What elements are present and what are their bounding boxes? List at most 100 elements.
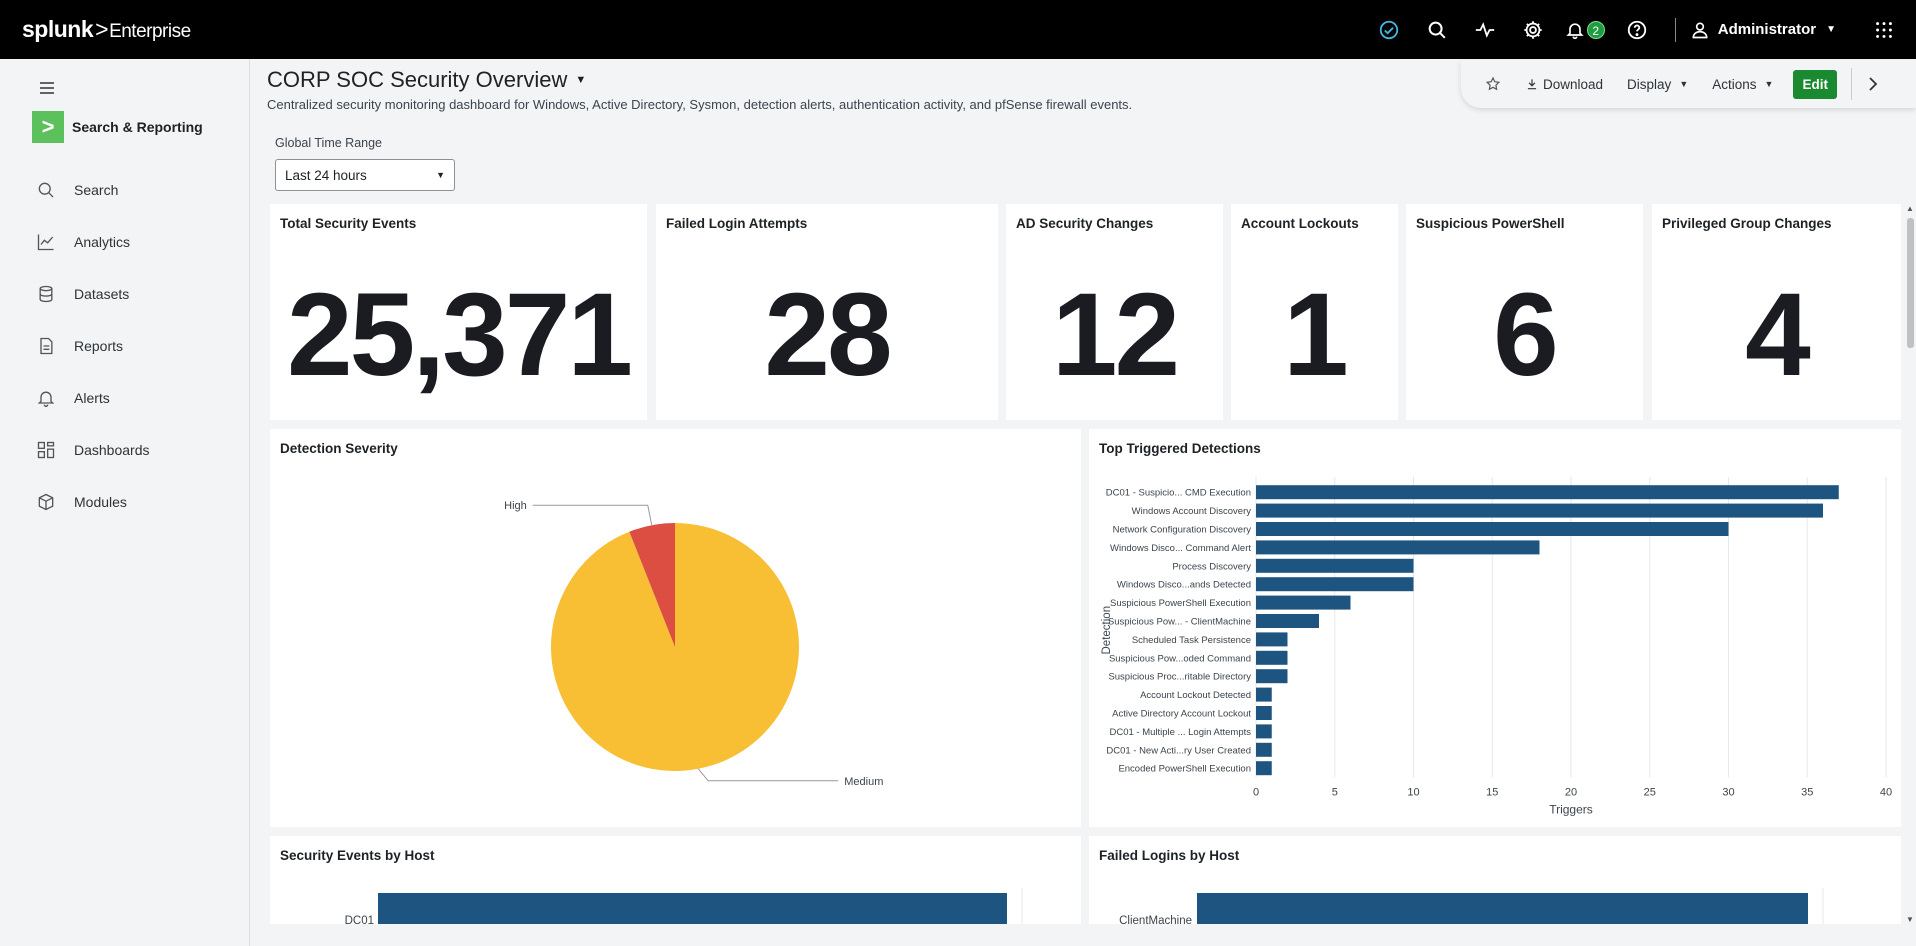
detection-bar	[1256, 522, 1729, 536]
page-scrollbar[interactable]: ▲ ▼	[1905, 204, 1916, 924]
actions-label: Actions	[1712, 76, 1757, 92]
splunk-logo[interactable]: splunk > Enterprise	[22, 16, 191, 43]
pie-label-medium: Medium	[844, 776, 883, 788]
detection-bar	[1256, 614, 1319, 628]
scroll-down-icon[interactable]: ▼	[1906, 915, 1914, 924]
user-menu[interactable]: Administrator ▼	[1690, 20, 1836, 40]
analytics-icon	[37, 234, 54, 251]
kpi-panel-ad-security-changes[interactable]: AD Security Changes 12	[1006, 204, 1223, 420]
user-icon	[1692, 22, 1708, 38]
divider	[1674, 17, 1676, 42]
detection-bar	[1256, 632, 1288, 647]
sidebar-item-datasets[interactable]: Datasets	[36, 268, 150, 320]
detection-category-label: Windows Disco... Command Alert	[1110, 543, 1251, 554]
failed-logins-by-host-bar-chart: ClientMachine	[1119, 888, 1824, 924]
top-detections-bar-chart: 0 5 10 15 20 25 30 35 40 DC01 - Suspicio... CMD E…	[1101, 477, 1892, 816]
detection-bar	[1256, 724, 1272, 739]
search-icon[interactable]	[1413, 0, 1461, 59]
chevron-right-icon[interactable]	[1866, 77, 1880, 91]
detection-bar	[1256, 742, 1272, 757]
brand-name: splunk	[22, 16, 94, 42]
kpi-value: 28	[764, 269, 892, 401]
x-tick-label: 25	[1644, 786, 1656, 798]
health-status-icon[interactable]	[1365, 0, 1413, 59]
app-grid-icon[interactable]	[1860, 0, 1908, 59]
sidebar-item-label: Datasets	[74, 286, 130, 302]
host-bar	[378, 893, 1007, 924]
sidebar-nav: Search Analytics Datasets Reports Alerts…	[36, 164, 150, 528]
app-logo-icon: >	[32, 111, 64, 143]
sidebar: > Search & Reporting Search Analytics Da…	[0, 59, 250, 946]
dashboard-title[interactable]: CORP SOC Security Overview ▼	[267, 67, 586, 93]
sidebar-item-modules[interactable]: Modules	[36, 476, 150, 528]
app-title[interactable]: > Search & Reporting	[32, 111, 203, 143]
scroll-up-icon[interactable]: ▲	[1906, 204, 1914, 213]
sidebar-item-label: Analytics	[74, 234, 131, 250]
activity-icon[interactable]	[1461, 0, 1509, 59]
events-by-host-panel: Security Events by Host DC01	[270, 836, 1081, 924]
dashboard-description: Centralized security monitoring dashboar…	[267, 97, 1133, 112]
x-tick-label: 20	[1565, 786, 1577, 798]
top-bar: splunk > Enterprise 2 Administrator ▼	[0, 0, 1916, 59]
download-button[interactable]: Download	[1525, 77, 1603, 92]
kpi-value: 12	[1051, 269, 1180, 401]
detection-category-label: Suspicious Proc...ritable Directory	[1108, 672, 1251, 683]
kpi-panel-suspicious-powershell[interactable]: Suspicious PowerShell 6	[1406, 204, 1643, 420]
x-tick-label: 15	[1486, 786, 1498, 798]
kpi-panel-total-security-events[interactable]: Total Security Events 25,371	[270, 204, 647, 420]
edit-button[interactable]: Edit	[1793, 69, 1837, 99]
datasets-icon	[39, 285, 53, 303]
detection-category-label: Suspicious PowerShell Execution	[1110, 598, 1251, 609]
time-range-dropdown[interactable]: Last 24 hours ▼	[275, 159, 455, 191]
notifications-button[interactable]: 2	[1557, 0, 1613, 59]
x-tick-label: 40	[1880, 786, 1892, 798]
sidebar-item-search[interactable]: Search	[36, 164, 150, 216]
panel-title: Top Triggered Detections	[1099, 441, 1261, 456]
kpi-value: 6	[1493, 269, 1559, 401]
x-axis-label: Triggers	[1549, 802, 1593, 816]
gear-icon[interactable]	[1509, 0, 1557, 59]
detection-bar	[1256, 687, 1272, 702]
sidebar-item-dashboards[interactable]: Dashboards	[36, 424, 150, 476]
x-tick-label: 10	[1407, 786, 1419, 798]
help-icon[interactable]	[1613, 0, 1661, 59]
dashboards-icon	[37, 441, 55, 459]
sidebar-item-alerts[interactable]: Alerts	[36, 372, 150, 424]
detection-bar	[1256, 595, 1351, 610]
kpi-panel-account-lockouts[interactable]: Account Lockouts 1	[1231, 204, 1398, 420]
chevron-down-icon: ▼	[1679, 79, 1689, 89]
sidebar-item-reports[interactable]: Reports	[36, 320, 150, 372]
dashboard-title-text: CORP SOC Security Overview	[267, 67, 568, 92]
kpi-panel-privileged-group-changes[interactable]: Privileged Group Changes 4	[1652, 204, 1901, 420]
x-tick-label: 0	[1253, 786, 1259, 798]
menu-icon[interactable]	[38, 81, 56, 95]
panel-title: Account Lockouts	[1241, 216, 1359, 231]
detection-category-label: Account Lockout Detected	[1140, 690, 1251, 701]
sidebar-item-analytics[interactable]: Analytics	[36, 216, 150, 268]
alerts-icon	[37, 391, 55, 407]
sidebar-item-label: Reports	[74, 338, 124, 354]
detection-category-label: Suspicious Pow...oded Command	[1109, 653, 1251, 664]
chevron-down-icon: ▼	[1764, 79, 1774, 89]
detection-bar	[1256, 577, 1414, 592]
detection-category-label: Windows Account Discovery	[1132, 506, 1252, 517]
user-name: Administrator	[1717, 21, 1817, 38]
detection-category-label: Scheduled Task Persistence	[1132, 635, 1251, 646]
detection-bar	[1256, 650, 1288, 665]
product-name: Enterprise	[109, 21, 191, 42]
kpi-panel-failed-login-attempts[interactable]: Failed Login Attempts 28	[656, 204, 998, 420]
x-tick-label: 30	[1722, 786, 1734, 798]
panel-title: Failed Login Attempts	[666, 216, 808, 231]
star-icon[interactable]	[1485, 76, 1501, 92]
detection-category-label: Encoded PowerShell Execution	[1118, 764, 1251, 775]
detection-bar	[1256, 485, 1839, 500]
panel-title: Privileged Group Changes	[1662, 216, 1832, 231]
display-menu-button[interactable]: Display ▼	[1627, 77, 1688, 92]
actions-menu-button[interactable]: Actions ▼	[1712, 77, 1773, 92]
time-range-value: Last 24 hours	[285, 167, 367, 183]
page-bottom	[250, 924, 1916, 946]
detection-bar	[1256, 558, 1414, 573]
download-label: Download	[1543, 76, 1604, 92]
scrollbar-thumb[interactable]	[1907, 218, 1914, 348]
divider	[1850, 68, 1852, 100]
